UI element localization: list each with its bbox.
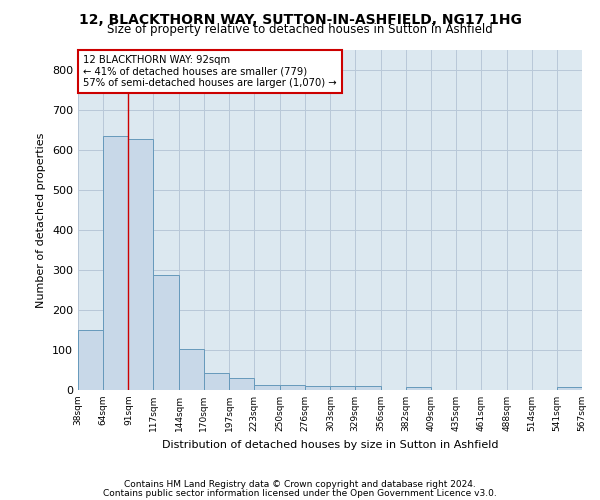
Bar xyxy=(355,386,381,390)
Bar xyxy=(204,373,229,390)
Text: Contains public sector information licensed under the Open Government Licence v3: Contains public sector information licen… xyxy=(103,488,497,498)
Bar xyxy=(331,386,355,390)
Bar xyxy=(280,385,305,390)
Text: 12, BLACKTHORN WAY, SUTTON-IN-ASHFIELD, NG17 1HG: 12, BLACKTHORN WAY, SUTTON-IN-ASHFIELD, … xyxy=(79,12,521,26)
Bar xyxy=(128,139,153,390)
Text: 12 BLACKTHORN WAY: 92sqm
← 41% of detached houses are smaller (779)
57% of semi-: 12 BLACKTHORN WAY: 92sqm ← 41% of detach… xyxy=(83,55,337,88)
Bar xyxy=(406,387,431,390)
Bar xyxy=(103,136,128,390)
Text: Size of property relative to detached houses in Sutton in Ashfield: Size of property relative to detached ho… xyxy=(107,22,493,36)
Bar xyxy=(153,275,179,390)
Bar xyxy=(179,349,204,390)
Bar xyxy=(229,378,254,390)
Bar xyxy=(305,386,331,390)
Bar xyxy=(254,385,280,390)
Bar xyxy=(78,330,103,390)
Text: Contains HM Land Registry data © Crown copyright and database right 2024.: Contains HM Land Registry data © Crown c… xyxy=(124,480,476,489)
Bar xyxy=(557,387,582,390)
Y-axis label: Number of detached properties: Number of detached properties xyxy=(37,132,46,308)
X-axis label: Distribution of detached houses by size in Sutton in Ashfield: Distribution of detached houses by size … xyxy=(162,440,498,450)
